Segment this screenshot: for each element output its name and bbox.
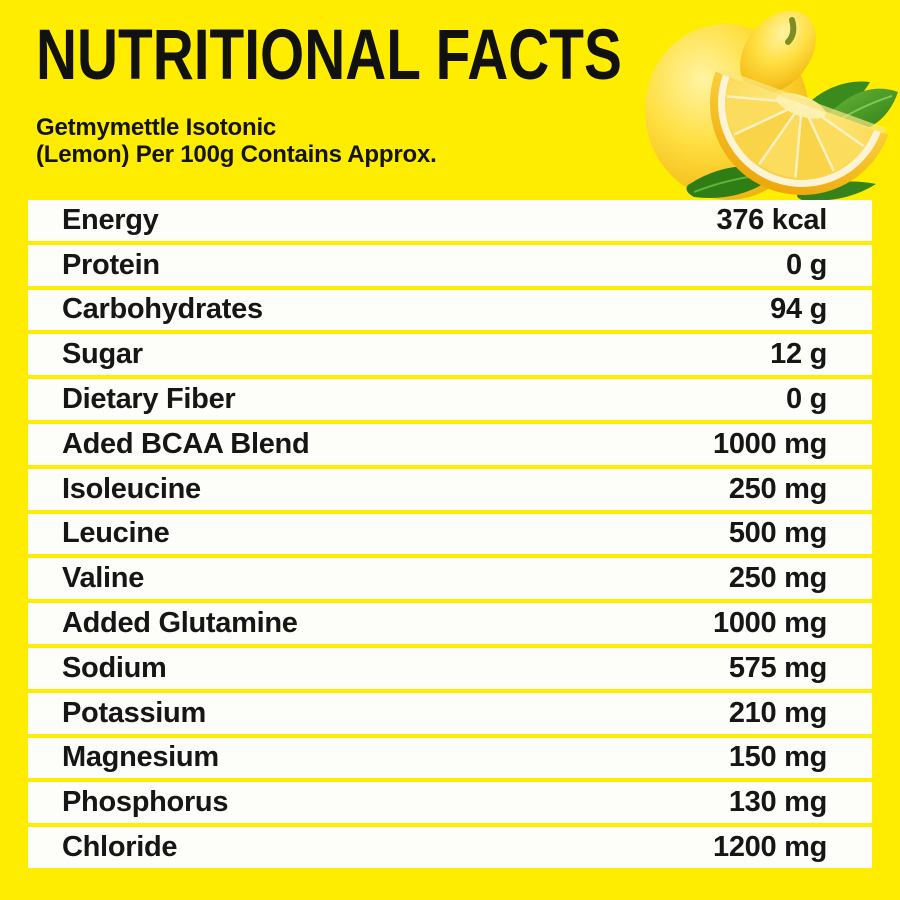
nutrient-label: Carbohydrates <box>62 293 263 326</box>
nutrient-label: Sodium <box>62 651 167 684</box>
table-row: Isoleucine 250 mg <box>28 468 872 510</box>
nutrient-value: 94 g <box>770 293 827 326</box>
nutrient-label: Leucine <box>62 517 170 550</box>
subtitle-line-2: (Lemon) Per 100g Contains Approx. <box>36 141 437 168</box>
nutrient-value: 0 g <box>786 248 827 281</box>
nutrient-value: 250 mg <box>728 472 827 505</box>
table-row: Sugar 12 g <box>28 334 872 376</box>
nutrient-label: Magnesium <box>62 741 219 774</box>
nutrient-label: Aded BCAA Blend <box>62 427 310 460</box>
leaf-bottom-right <box>797 181 876 201</box>
nutrient-label: Added Glutamine <box>62 607 298 640</box>
nutrient-label: Sugar <box>62 338 143 371</box>
nutrient-value: 12 g <box>770 338 827 371</box>
nutrient-label: Valine <box>62 562 145 595</box>
table-row: Added Glutamine 1000 mg <box>28 603 872 644</box>
table-row: Phosphorus 130 mg <box>28 782 872 824</box>
nutrient-label: Dietary Fiber <box>62 383 236 416</box>
table-row: Energy 376 kcal <box>28 200 872 241</box>
nutrient-value: 500 mg <box>728 517 827 550</box>
nutrient-value: 150 mg <box>728 741 827 774</box>
nutrient-value: 250 mg <box>728 562 827 595</box>
table-row: Protein 0 g <box>28 244 872 286</box>
table-row: Valine 250 mg <box>28 558 872 600</box>
nutrient-value: 376 kcal <box>716 203 828 236</box>
nutrient-label: Isoleucine <box>62 472 201 505</box>
table-row: Chloride 1200 mg <box>28 827 872 868</box>
subtitle-line-1: Getmymettle Isotonic <box>36 114 277 141</box>
table-row: Leucine 500 mg <box>28 513 872 555</box>
subtitle: Getmymettle Isotonic (Lemon) Per 100g Co… <box>36 114 437 168</box>
nutrient-value: 210 mg <box>728 696 827 729</box>
table-row: Sodium 575 mg <box>28 647 872 689</box>
table-row: Dietary Fiber 0 g <box>28 379 872 420</box>
nutrient-value: 130 mg <box>728 786 827 819</box>
nutrient-label: Phosphorus <box>62 786 229 819</box>
nutrition-table: Energy 376 kcal Protein 0 g Carbohydrate… <box>28 200 872 868</box>
nutrient-label: Protein <box>62 248 160 281</box>
table-row: Aded BCAA Blend 1000 mg <box>28 423 872 465</box>
nutrient-label: Chloride <box>62 831 178 864</box>
nutrient-label: Energy <box>62 203 159 236</box>
nutrient-value: 575 mg <box>728 651 827 684</box>
nutrient-value: 1000 mg <box>713 427 827 460</box>
lemon-image <box>644 10 898 201</box>
table-row: Carbohydrates 94 g <box>28 289 872 331</box>
page-title: NUTRITIONAL FACTS <box>36 16 622 95</box>
table-row: Potassium 210 mg <box>28 692 872 734</box>
nutrient-value: 0 g <box>786 383 827 416</box>
nutrient-label: Potassium <box>62 696 206 729</box>
nutrient-value: 1000 mg <box>713 607 827 640</box>
table-row: Magnesium 150 mg <box>28 737 872 779</box>
lemon-stem <box>785 17 797 45</box>
nutrient-value: 1200 mg <box>713 831 827 864</box>
lemon-wedge-shape <box>710 69 889 195</box>
